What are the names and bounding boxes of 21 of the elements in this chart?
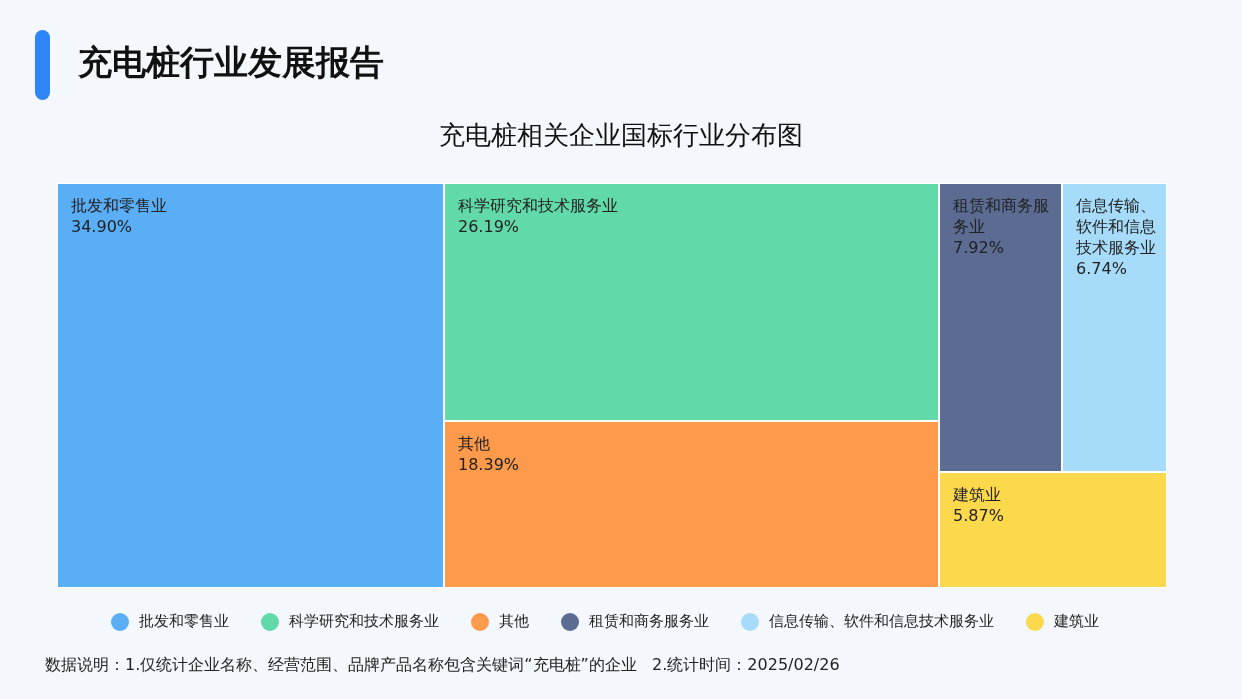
data-label: 7.92% [953, 237, 1005, 258]
text: 充电桩行业发展报告 [78, 41, 384, 84]
data-label: 5.87% [953, 505, 1005, 526]
text: 租赁和商务服务业 [953, 196, 1049, 236]
data-label: 6.74% [1076, 258, 1128, 279]
legend-label: 租赁和商务服务业 [589, 612, 709, 630]
legend-label: 批发和零售业 [139, 612, 229, 630]
text: 科学研究和技术服务业 [458, 196, 618, 215]
text: 信息传输、软件和信息技术服务业 [1076, 196, 1156, 257]
legend-label: 建筑业 [1054, 612, 1099, 630]
legend-label: 信息传输、软件和信息技术服务业 [769, 612, 994, 630]
text: 批发和零售业 [71, 196, 167, 215]
data-label: 34.90% [71, 216, 133, 237]
legend-label: 其他 [499, 612, 529, 630]
data-label: 26.19% [458, 216, 520, 237]
data-label: 18.39% [458, 454, 520, 475]
text: 数据说明：1.仅统计企业名称、经营范围、品牌产品名称包含关键词“充电桩”的企业 2.统计时间：2025/02/26 [45, 655, 840, 676]
legend-label: 科学研究和技术服务业 [289, 612, 439, 630]
text: 其他 [458, 434, 490, 453]
text: 建筑业 [953, 485, 1001, 504]
text: 充电桩相关企业国标行业分布图 [438, 119, 804, 152]
